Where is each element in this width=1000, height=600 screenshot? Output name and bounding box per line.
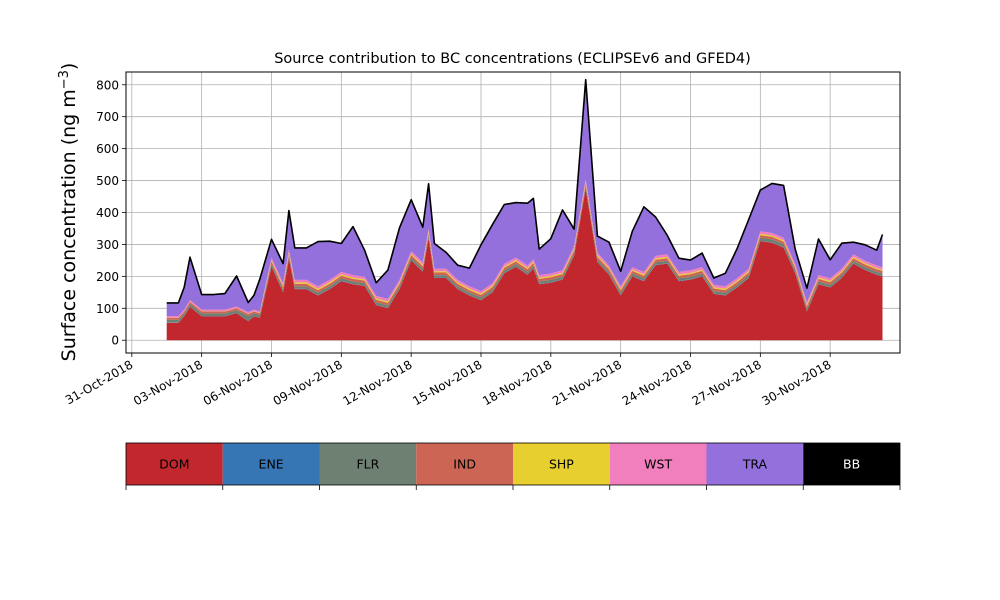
y-axis-label-main: Surface concentration (ng m — [58, 89, 80, 361]
colorbar-swatch-wst — [609, 443, 707, 485]
colorbar-label-flr: FLR — [356, 457, 379, 472]
x-tick-label: 03-Nov-2018 — [131, 357, 205, 408]
colorbar-label-ene: ENE — [259, 457, 284, 472]
x-tick-label: 09-Nov-2018 — [271, 357, 345, 408]
colorbar-label-ind: IND — [453, 457, 476, 472]
x-tick-label: 06-Nov-2018 — [201, 357, 275, 408]
x-axis-ticks: 31-Oct-201803-Nov-201806-Nov-201809-Nov-… — [63, 353, 834, 408]
source-colorbar-legend: DOM ENE FLR IND SHP WST TRA BB — [125, 442, 901, 490]
y-tick-label: 600 — [96, 142, 119, 156]
y-tick-label: 300 — [96, 238, 119, 252]
colorbar-swatch-tra — [706, 443, 804, 485]
colorbar-swatch-flr — [319, 443, 417, 485]
y-tick-label: 0 — [111, 334, 119, 348]
colorbar-label-tra: TRA — [742, 457, 768, 472]
total-outline — [166, 78, 884, 304]
colorbar-swatch-dom — [126, 443, 223, 485]
chart-title: Source contribution to BC concentrations… — [274, 51, 751, 67]
x-tick-label: 27-Nov-2018 — [690, 357, 764, 408]
x-tick-label: 31-Oct-2018 — [63, 357, 135, 407]
y-tick-label: 100 — [96, 302, 119, 316]
colorbar-swatch-shp — [513, 443, 610, 485]
colorbar-swatch-ind — [416, 443, 513, 485]
x-tick-label: 12-Nov-2018 — [340, 357, 414, 408]
y-tick-label: 800 — [96, 78, 119, 92]
y-tick-label: 700 — [96, 110, 119, 124]
x-tick-label: 24-Nov-2018 — [620, 357, 694, 408]
x-tick-label: 15-Nov-2018 — [410, 357, 484, 408]
y-axis-label: Surface concentration (ng m−3) — [57, 63, 81, 362]
x-tick-label: 18-Nov-2018 — [480, 357, 554, 408]
y-tick-label: 200 — [96, 270, 119, 284]
y-axis-label-exponent: −3 — [57, 70, 72, 89]
colorbar-swatch-bb — [803, 443, 900, 485]
colorbar-label-dom: DOM — [159, 457, 189, 472]
colorbar-label-bb: BB — [843, 457, 860, 472]
total-line — [166, 78, 884, 304]
x-tick-label: 30-Nov-2018 — [759, 357, 833, 408]
colorbar-label-shp: SHP — [549, 457, 574, 472]
y-tick-label: 500 — [96, 174, 119, 188]
colorbar-label-wst: WST — [644, 457, 672, 472]
y-axis-label-close: ) — [58, 63, 80, 70]
area-series-dom — [166, 188, 883, 341]
colorbar-swatch-ene — [222, 443, 320, 485]
y-axis-ticks: 0 100 200 300 400 500 600 700 800 — [96, 78, 126, 348]
x-tick-label: 21-Nov-2018 — [550, 357, 624, 408]
stacked-areas — [166, 79, 883, 341]
y-tick-label: 400 — [96, 206, 119, 220]
